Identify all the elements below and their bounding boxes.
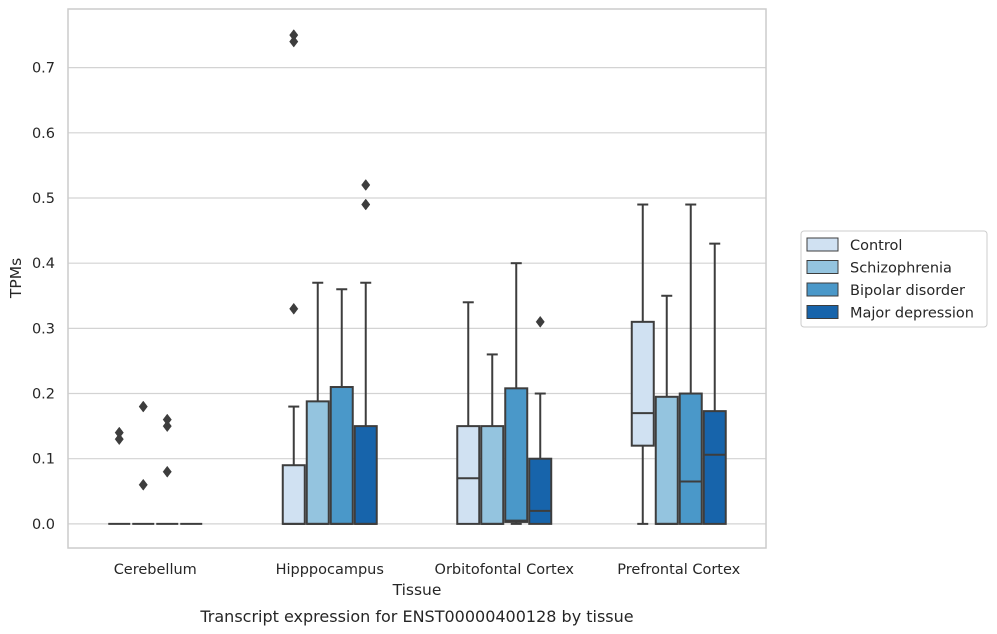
box-element (702, 242, 727, 525)
legend-item: Control (806, 237, 902, 254)
box-element (630, 203, 655, 525)
x-axis-ticks: Cerebellum Hipppocampus Orbitofontal Corte… (114, 562, 741, 578)
plot-area-frame (67, 8, 767, 549)
category-group (456, 262, 553, 525)
box-element (678, 203, 703, 525)
box-body (353, 425, 378, 525)
box-element (504, 262, 529, 525)
chart-caption: Transcript expression for ENST0000040012… (199, 607, 633, 626)
box-body (456, 425, 481, 525)
y-tick-label: 0.6 (32, 126, 55, 142)
legend-frame (800, 230, 988, 328)
legend-swatch (806, 305, 839, 319)
box-element (156, 413, 179, 525)
legend-item: Major depression (806, 305, 974, 322)
outlier-point (162, 465, 172, 478)
outlier-point (361, 198, 371, 211)
box-body (702, 410, 727, 525)
outlier-point (289, 302, 299, 315)
y-tick-label: 0.3 (32, 321, 55, 337)
outlier-point (289, 35, 299, 48)
category-group (281, 29, 378, 525)
outlier-point (138, 478, 148, 491)
legend-label: Control (850, 238, 902, 254)
box-element (654, 294, 679, 525)
box-element (528, 315, 553, 525)
box-element (281, 29, 306, 525)
box-body (678, 392, 703, 525)
y-tick-label: 0.2 (32, 387, 55, 403)
grid-lines (68, 67, 766, 525)
legend-swatch (806, 237, 839, 252)
box-body (528, 457, 553, 525)
box-body (504, 387, 529, 523)
y-tick-label: 0.5 (32, 191, 55, 207)
box-body (480, 425, 505, 525)
outlier-point (114, 426, 124, 439)
y-tick-label: 0.4 (32, 256, 55, 272)
legend-swatch (806, 260, 839, 274)
x-tick-label: Orbitofontal Cortex (435, 562, 575, 578)
box-element (353, 179, 378, 525)
x-axis-title: Tissue (392, 581, 442, 599)
y-axis-ticks: 0.0 0.1 0.2 0.3 0.4 0.5 0.6 0.7 (32, 61, 55, 533)
box-body (281, 464, 306, 525)
outlier-point (114, 433, 124, 446)
y-tick-label: 0.7 (32, 61, 55, 77)
y-axis-title: TPMs (7, 258, 25, 299)
legend-item: Schizophrenia (806, 260, 952, 277)
box-groups (108, 29, 727, 525)
category-group (630, 203, 727, 525)
legend-label: Schizophrenia (850, 261, 952, 277)
y-tick-label: 0.0 (32, 517, 55, 533)
y-tick-label: 0.1 (32, 452, 55, 468)
box-body (305, 400, 330, 525)
x-tick-label: Cerebellum (114, 562, 197, 578)
box-body (654, 395, 679, 525)
box-element (480, 353, 505, 525)
legend-swatch (806, 282, 839, 297)
box-element (132, 400, 155, 525)
outlier-point (289, 29, 299, 41)
category-group (108, 400, 203, 525)
outlier-point (162, 413, 172, 426)
legend: Control Schizophrenia Bipolar disorder Majo… (800, 230, 988, 328)
outlier-point (162, 420, 172, 433)
box-body (329, 386, 354, 525)
x-tick-label: Prefrontal Cortex (617, 562, 740, 578)
box-body (630, 320, 655, 447)
box-element (305, 281, 330, 525)
outlier-point (361, 179, 371, 191)
legend-item: Bipolar disorder (806, 282, 965, 299)
x-tick-label: Hipppocampus (276, 562, 384, 578)
box-element (456, 301, 481, 525)
outlier-point (138, 400, 148, 413)
legend-label: Major depression (850, 306, 974, 322)
outlier-point (535, 315, 545, 328)
box-element (329, 288, 354, 525)
box-element (108, 426, 131, 525)
legend-label: Bipolar disorder (850, 283, 965, 299)
